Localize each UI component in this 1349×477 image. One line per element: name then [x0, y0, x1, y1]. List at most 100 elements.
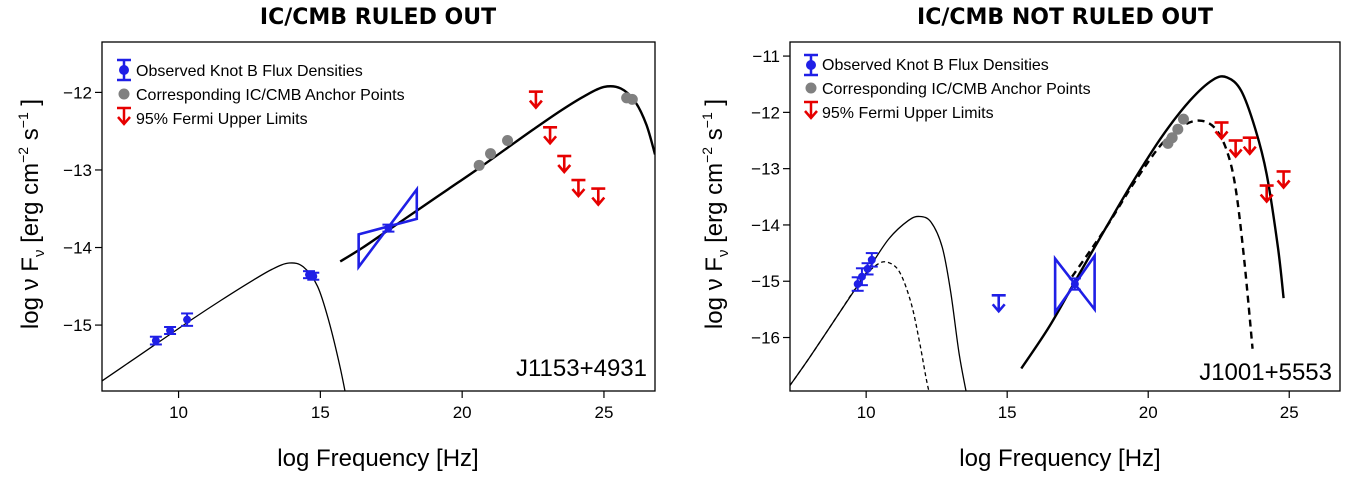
anchor-point [1166, 132, 1178, 144]
upper-limit [591, 187, 606, 207]
observed-point [181, 312, 194, 327]
legend-entry-anchor: Corresponding IC/CMB Anchor Points [822, 81, 1091, 98]
y-tick-label: −15 [751, 272, 780, 291]
y-axis-label: log ν Fν [erg cm−2 s−1 ] [15, 99, 48, 329]
observed-marker [853, 280, 862, 289]
legend-entry-observed: Observed Knot B Flux Densities [136, 63, 363, 80]
x-tick-label: 10 [857, 403, 876, 422]
y-tick-label: −13 [751, 160, 780, 179]
anchor-point [1172, 123, 1184, 135]
x-axis-label: log Frequency [Hz] [959, 445, 1160, 472]
legend-upper-limit-symbol [804, 100, 818, 120]
upper-limit-arrowhead [528, 99, 543, 110]
y-tick-label: −11 [752, 47, 780, 66]
observed-marker [151, 336, 160, 345]
legend-entry-observed: Observed Knot B Flux Densities [822, 57, 1049, 74]
upper-limit [571, 178, 586, 199]
upper-limit [991, 294, 1006, 314]
y-tick-label: −13 [63, 161, 92, 180]
plot-area: 10 15 20 25 −16 −15 −14 −13 −12 −11 [751, 47, 1299, 422]
observed-point [149, 335, 162, 346]
model-curve-thick-solid [339, 85, 655, 263]
y-tick-label: −12 [63, 83, 92, 102]
upper-limit [543, 126, 558, 146]
y-tick-label: −14 [63, 239, 92, 258]
xray-bowtie [1053, 251, 1096, 317]
observed-marker [384, 224, 393, 233]
x-tick-label: 25 [1280, 403, 1299, 422]
upper-limit-arrowhead [1242, 145, 1257, 156]
observed-marker [867, 255, 876, 264]
model-curve-thin-solid [790, 215, 967, 391]
observed-point [865, 252, 878, 268]
observed-marker [1070, 280, 1079, 289]
source-label: J1001+5553 [1199, 359, 1332, 386]
legend: Observed Knot B Flux Densities Correspon… [804, 53, 1091, 122]
upper-limit [1259, 184, 1274, 204]
upper-limit [1276, 170, 1291, 190]
plot-frame [789, 41, 1341, 392]
plot-area: 10 15 20 25 −15 −14 −13 −12 [63, 83, 655, 422]
upper-limit-arrowhead [543, 135, 558, 146]
legend-entry-anchor: Corresponding IC/CMB Anchor Points [136, 87, 405, 104]
chart-title: IC/CMB RULED OUT [260, 5, 496, 30]
upper-limit [1214, 121, 1229, 141]
legend-observed-symbol [804, 53, 818, 77]
upper-limit [557, 154, 572, 175]
y-tick-label: −16 [751, 329, 780, 348]
observed-point [164, 326, 177, 336]
anchor-point [473, 159, 485, 171]
observed-marker [166, 326, 175, 335]
legend: Observed Knot B Flux Densities Correspon… [117, 58, 405, 128]
source-label: J1153+4931 [516, 355, 647, 382]
legend-entry-upper-limit: 95% Fermi Upper Limits [822, 105, 994, 122]
anchor-point [626, 93, 638, 105]
model-curve-thick-dashed [1071, 119, 1254, 349]
x-tick-label: 25 [594, 403, 613, 422]
y-tick-label: −15 [63, 316, 92, 335]
legend-anchor-symbol [118, 88, 130, 100]
upper-limit [1228, 139, 1243, 159]
x-axis-label: log Frequency [Hz] [277, 445, 478, 472]
upper-limit-arrowhead [1214, 130, 1229, 141]
model-curves [790, 75, 1285, 391]
upper-limit-arrowhead [991, 303, 1006, 314]
observed-marker [309, 272, 318, 281]
upper-limit-arrowhead [591, 196, 606, 207]
y-tick-label: −14 [751, 216, 780, 235]
plot-frame [101, 41, 656, 392]
anchor-point [502, 134, 514, 146]
upper-limit-arrowhead [1228, 148, 1243, 159]
anchor-point [485, 148, 497, 160]
legend-entry-upper-limit: 95% Fermi Upper Limits [136, 111, 308, 128]
observed-marker [183, 315, 192, 324]
observed-point [1068, 277, 1081, 291]
anchor-point [1177, 113, 1189, 125]
x-tick-label: 20 [453, 403, 472, 422]
upper-limit [1242, 136, 1257, 156]
y-axis-label: log ν Fν [erg cm−2 s−1 ] [699, 99, 732, 329]
x-tick-label: 15 [311, 403, 330, 422]
observed-point [382, 223, 395, 233]
y-tick-label: −12 [751, 103, 780, 122]
chart-title: IC/CMB NOT RULED OUT [917, 5, 1213, 30]
legend-upper-limit-symbol [117, 106, 131, 126]
chart-panel-left: IC/CMB RULED OUT log Frequency [Hz] log … [15, 5, 656, 472]
chart-panel-right: IC/CMB NOT RULED OUT log Frequency [Hz] … [699, 5, 1341, 472]
upper-limit-arrowhead [1259, 193, 1274, 204]
x-tick-label: 20 [1139, 403, 1158, 422]
x-tick-label: 15 [998, 403, 1017, 422]
model-curve-thin-solid [102, 262, 346, 391]
upper-limit-arrowhead [1276, 179, 1291, 190]
upper-limit-arrowhead [571, 188, 586, 199]
upper-limit [528, 90, 543, 110]
x-tick-label: 10 [169, 403, 188, 422]
legend-anchor-symbol [805, 82, 817, 94]
xray-bowtie [357, 185, 419, 271]
legend-observed-symbol [117, 58, 131, 82]
model-curve-thick-solid [1020, 75, 1285, 370]
upper-limit-arrowhead [557, 164, 572, 175]
observed-point [307, 271, 320, 281]
model-curve-thin-dashed [790, 261, 930, 391]
